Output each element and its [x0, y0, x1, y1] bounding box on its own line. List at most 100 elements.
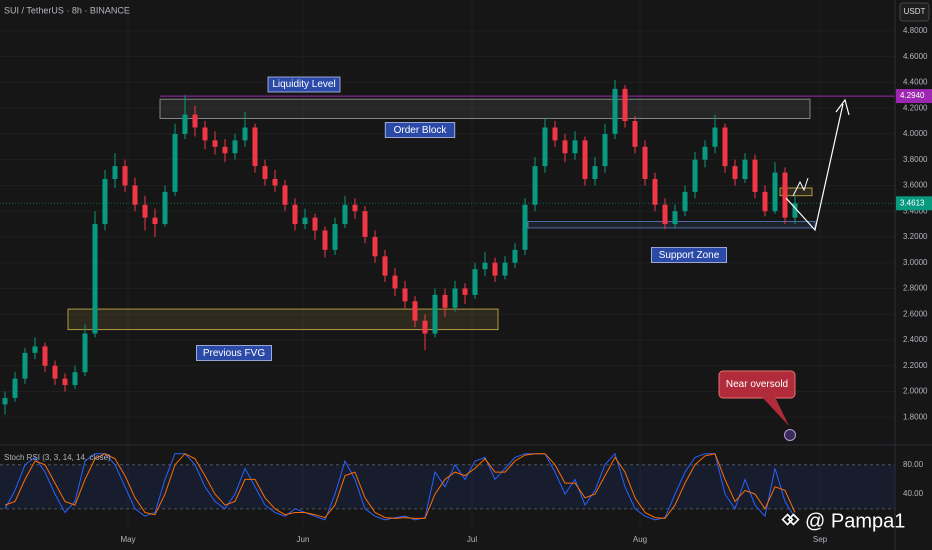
- liquidity-label: Liquidity Level: [272, 79, 335, 90]
- candle-body: [652, 179, 658, 205]
- candle-body: [222, 146, 228, 154]
- candle-body: [372, 236, 378, 257]
- candle-body: [12, 378, 18, 398]
- candle-body: [632, 121, 638, 147]
- candle-body: [242, 127, 248, 141]
- candle-body: [512, 249, 518, 263]
- candle-body: [752, 159, 758, 192]
- candle-body: [312, 217, 318, 231]
- candle-body: [292, 204, 298, 225]
- projection-arrow: [785, 103, 844, 232]
- candle-body: [392, 275, 398, 289]
- candle-body: [662, 204, 668, 225]
- y-tick-label: 4.6000: [903, 52, 928, 61]
- y-tick-label: 3.0000: [903, 258, 928, 267]
- alert-icon: [784, 429, 796, 441]
- candle-body: [62, 378, 68, 386]
- price-tag: [896, 196, 932, 211]
- indicator-line: [4, 453, 796, 519]
- x-tick-label: Aug: [633, 535, 647, 544]
- chart-title: SUI / TetherUS · 8h · BINANCE: [4, 5, 130, 15]
- candle-body: [742, 159, 748, 180]
- candle-body: [762, 191, 768, 212]
- zone: [527, 221, 816, 229]
- zone-label: Previous FVG: [203, 348, 265, 359]
- arrowhead: [835, 98, 850, 116]
- candle-body: [172, 133, 178, 192]
- watermark: @ Pampa1: [805, 510, 905, 532]
- candle-body: [152, 217, 158, 225]
- candle-body: [162, 191, 168, 225]
- candle-body: [52, 365, 58, 379]
- y-tick-label: 4.0000: [903, 129, 928, 138]
- candle-body: [722, 127, 728, 167]
- candle-body: [102, 179, 108, 225]
- x-tick-label: Sep: [813, 535, 828, 544]
- candle-body: [342, 204, 348, 225]
- candle-body: [122, 166, 128, 186]
- label-box: [267, 76, 341, 93]
- candle-body: [2, 397, 8, 405]
- candle-body: [462, 288, 468, 295]
- indicator-tick-label: 80.00: [903, 460, 924, 469]
- candle-body: [22, 352, 28, 379]
- y-tick-label: 4.2000: [903, 103, 928, 112]
- y-tick-label: 2.2000: [903, 361, 928, 370]
- candle-body: [672, 211, 678, 225]
- label-box: [196, 345, 272, 361]
- currency-button[interactable]: [899, 2, 930, 22]
- candle-body: [352, 204, 358, 212]
- candle-body: [202, 127, 208, 141]
- candle-body: [612, 88, 618, 134]
- candle-body: [362, 211, 368, 237]
- candle-body: [772, 172, 778, 212]
- candle-body: [572, 140, 578, 154]
- candle-body: [422, 320, 428, 334]
- candles: [2, 79, 798, 415]
- candle-body: [452, 288, 458, 308]
- candle-body: [412, 301, 418, 321]
- indicator-title: Stoch RSI (3, 3, 14, 14, close): [4, 453, 111, 462]
- candle-body: [322, 230, 328, 250]
- candle-body: [492, 262, 498, 276]
- candle-body: [402, 288, 408, 302]
- candle-body: [182, 114, 188, 134]
- candle-body: [472, 269, 478, 295]
- y-tick-label: 3.2000: [903, 232, 928, 241]
- candle-body: [792, 203, 798, 218]
- candle-body: [682, 191, 688, 212]
- y-tick-label: 4.4000: [903, 78, 928, 87]
- candle-body: [602, 133, 608, 167]
- candle-body: [502, 262, 508, 276]
- y-tick-label: 2.6000: [903, 309, 928, 318]
- candle-body: [302, 217, 308, 225]
- candle-body: [132, 185, 138, 205]
- zone: [67, 308, 499, 331]
- candle-body: [72, 372, 78, 386]
- y-tick-label: 2.8000: [903, 284, 928, 293]
- candle-body: [32, 346, 38, 353]
- x-tick-label: Jun: [297, 535, 310, 544]
- callout-pointer: [762, 397, 789, 426]
- zones: [0, 95, 895, 331]
- callout-text: Near oversold: [726, 379, 788, 390]
- candle-body: [282, 185, 288, 205]
- candle-body: [382, 256, 388, 276]
- watermark-logo: [781, 513, 800, 526]
- price-tag-label: 3.4613: [900, 198, 925, 207]
- candle-body: [112, 166, 118, 180]
- zone: [779, 187, 813, 197]
- candle-body: [332, 224, 338, 250]
- candle-body: [562, 140, 568, 154]
- candle-body: [732, 166, 738, 180]
- candle-body: [642, 146, 648, 180]
- candle-body: [142, 204, 148, 218]
- candle-body: [442, 294, 448, 308]
- candle-body: [782, 172, 788, 218]
- currency[interactable]: USDT: [904, 7, 926, 16]
- candle-body: [232, 140, 238, 154]
- callout-box: [718, 370, 796, 399]
- candle-body: [552, 127, 558, 141]
